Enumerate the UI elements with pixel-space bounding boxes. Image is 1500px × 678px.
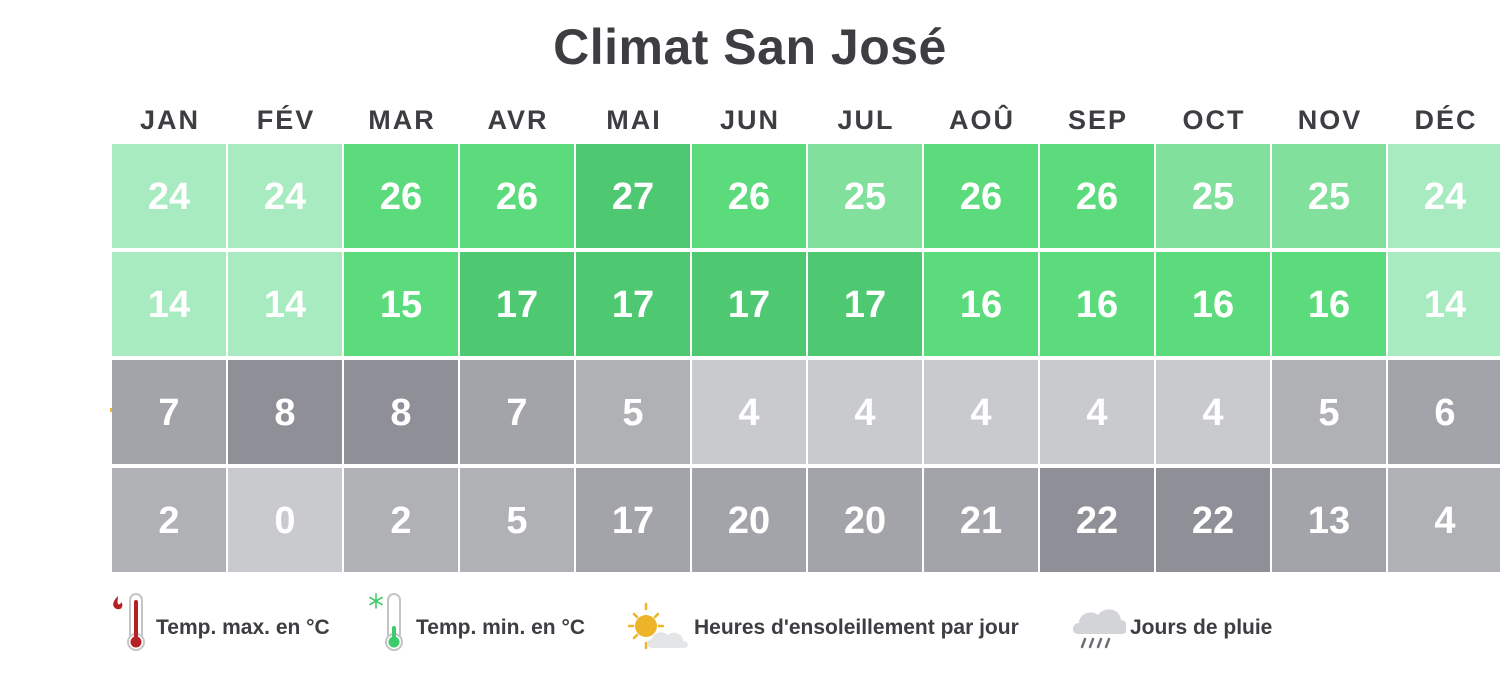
cell-sunshine-hours: 4 bbox=[1040, 360, 1154, 464]
cell-rain-days: 2 bbox=[344, 468, 458, 572]
cell-rain-days: 13 bbox=[1272, 468, 1386, 572]
legend-label-sunshine: Heures d'ensoleillement par jour bbox=[694, 616, 1019, 639]
cell-temp-max: 26 bbox=[460, 144, 574, 248]
cell-temp-max: 25 bbox=[808, 144, 922, 248]
legend-label-temp-max: Temp. max. en °C bbox=[156, 616, 330, 639]
month-label: OCT bbox=[1182, 105, 1246, 135]
month-label: AVR bbox=[487, 105, 549, 135]
cell-temp-min: 17 bbox=[576, 252, 690, 356]
cell-temp-max: 26 bbox=[344, 144, 458, 248]
cell-temp-min: 17 bbox=[808, 252, 922, 356]
month-label: NOV bbox=[1297, 105, 1363, 135]
cell-rain-days: 20 bbox=[692, 468, 806, 572]
cell-temp-min: 17 bbox=[692, 252, 806, 356]
cell-temp-max: 26 bbox=[692, 144, 806, 248]
legend-label-rain-days: Jours de pluie bbox=[1130, 616, 1273, 639]
cell-sunshine-hours: 4 bbox=[1156, 360, 1270, 464]
sun-cloud-icon bbox=[628, 602, 688, 650]
cell-rain-days: 5 bbox=[460, 468, 574, 572]
legend: Temp. max. en °C Temp. min. en °C bbox=[0, 590, 1500, 670]
thermometer-cold-icon bbox=[369, 593, 403, 651]
cell-temp-min: 14 bbox=[1388, 252, 1500, 356]
cell-temp-max: 25 bbox=[1156, 144, 1270, 248]
thermometer-hot-icon bbox=[113, 593, 145, 651]
cell-temp-min: 16 bbox=[1156, 252, 1270, 356]
cell-temp-max: 24 bbox=[228, 144, 342, 248]
month-label: FÉV bbox=[256, 105, 316, 135]
month-label: MAR bbox=[368, 105, 436, 135]
cell-sunshine-hours: 5 bbox=[576, 360, 690, 464]
legend-label-temp-min: Temp. min. en °C bbox=[416, 616, 586, 639]
cell-sunshine-hours: 8 bbox=[228, 360, 342, 464]
cell-temp-min: 16 bbox=[924, 252, 1038, 356]
rain-cloud-icon bbox=[1072, 609, 1126, 649]
month-label: DÉC bbox=[1414, 105, 1478, 135]
month-label: JAN bbox=[139, 105, 200, 135]
cell-temp-max: 25 bbox=[1272, 144, 1386, 248]
cell-sunshine-hours: 6 bbox=[1388, 360, 1500, 464]
cell-temp-min: 14 bbox=[112, 252, 226, 356]
cell-rain-days: 17 bbox=[576, 468, 690, 572]
cell-temp-min: 17 bbox=[460, 252, 574, 356]
cell-rain-days: 22 bbox=[1156, 468, 1270, 572]
month-label: MAI bbox=[606, 105, 662, 135]
month-header-row: JAN FÉV MAR AVR MAI JUN JUL AOÛ SEP OCT NOV DÉC bbox=[110, 100, 1500, 140]
cell-rain-days: 4 bbox=[1388, 468, 1500, 572]
cell-rain-days: 2 bbox=[112, 468, 226, 572]
cell-rain-days: 22 bbox=[1040, 468, 1154, 572]
month-label: AOÛ bbox=[949, 105, 1015, 135]
cell-temp-max: 26 bbox=[924, 144, 1038, 248]
cell-temp-max: 24 bbox=[112, 144, 226, 248]
month-label: JUL bbox=[837, 105, 895, 135]
cell-temp-max: 24 bbox=[1388, 144, 1500, 248]
cell-rain-days: 20 bbox=[808, 468, 922, 572]
cell-temp-min: 14 bbox=[228, 252, 342, 356]
cell-sunshine-hours: 4 bbox=[924, 360, 1038, 464]
cell-temp-min: 15 bbox=[344, 252, 458, 356]
climate-table: 24 24 26 26 27 26 25 26 26 25 25 24 14 14 15 17 17 17 17 16… bbox=[110, 144, 1500, 576]
month-label: JUN bbox=[719, 105, 780, 135]
cell-sunshine-hours: 4 bbox=[808, 360, 922, 464]
chart-title: Climat San José bbox=[553, 19, 947, 75]
month-label: SEP bbox=[1067, 105, 1129, 135]
cell-sunshine-hours: 4 bbox=[692, 360, 806, 464]
cell-temp-max: 26 bbox=[1040, 144, 1154, 248]
cell-sunshine-hours: 8 bbox=[344, 360, 458, 464]
cell-sunshine-hours: 7 bbox=[112, 360, 226, 464]
cell-sunshine-hours: 5 bbox=[1272, 360, 1386, 464]
cell-temp-min: 16 bbox=[1272, 252, 1386, 356]
cell-rain-days: 0 bbox=[228, 468, 342, 572]
cell-temp-min: 16 bbox=[1040, 252, 1154, 356]
cell-sunshine-hours: 7 bbox=[460, 360, 574, 464]
cell-rain-days: 21 bbox=[924, 468, 1038, 572]
cell-temp-max: 27 bbox=[576, 144, 690, 248]
